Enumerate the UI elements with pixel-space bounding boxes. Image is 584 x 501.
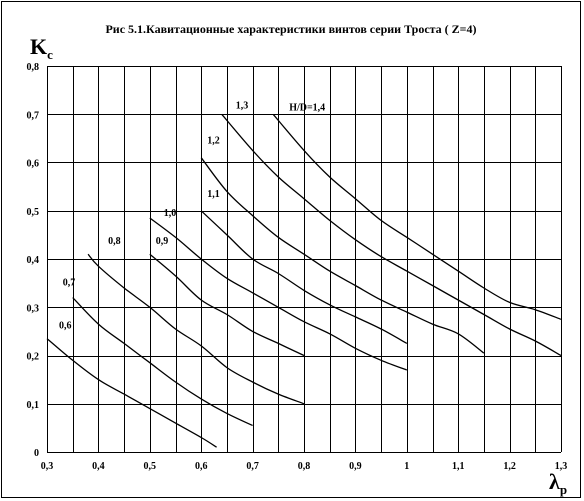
curve-labels: 0,6 0,7 0,8 0,9 1,0 1,1 1,2 1,3 H/D=1,4: [59, 100, 325, 331]
x-tick-label: 0,3: [41, 461, 54, 472]
curves: [46, 113, 562, 448]
y-tick-label: 0,4: [27, 255, 40, 266]
series-line: [46, 338, 217, 448]
series-label: 0,7: [63, 278, 75, 289]
x-axis-label: λp: [549, 469, 567, 497]
series-line: [72, 297, 253, 427]
series-line: [221, 113, 562, 357]
series-label: 1,2: [207, 136, 220, 147]
x-tick-label: 1,3: [555, 461, 568, 472]
series-line: [272, 113, 562, 320]
series-label: 0,8: [108, 236, 121, 247]
x-tick-label: 0,4: [92, 461, 105, 472]
series-label: H/D=1,4: [289, 102, 325, 113]
series-label: 1,1: [207, 189, 220, 200]
y-tick-label: 0: [34, 448, 39, 459]
y-tick-label: 0,7: [27, 110, 40, 121]
x-tick-label: 1: [404, 461, 409, 472]
y-tick-label: 0,6: [27, 159, 40, 170]
series-line: [149, 217, 408, 371]
series-line: [149, 253, 305, 357]
series-label: 1,3: [236, 100, 249, 111]
x-tick-label: 0,9: [349, 461, 362, 472]
y-axis-label: Kc: [30, 34, 53, 62]
chart-title: Рис 5.1.Кавитационные характеристики вин…: [105, 22, 476, 36]
y-tick-label: 0,8: [27, 62, 40, 73]
series-label: 0,6: [59, 321, 72, 332]
grid: [47, 66, 562, 453]
series-line: [87, 253, 305, 405]
x-tick-label: 0,7: [246, 461, 259, 472]
x-tick-label: 0,6: [195, 461, 208, 472]
series-label: 0,9: [156, 236, 169, 247]
x-tick-label: 0,5: [144, 461, 157, 472]
y-tick-label: 0,3: [27, 303, 40, 314]
y-tick-label: 0,1: [27, 400, 40, 411]
y-tick-labels: 0 0,1 0,2 0,3 0,4 0,5 0,6 0,7 0,8: [27, 62, 40, 459]
y-tick-label: 0,5: [27, 207, 40, 218]
y-tick-label: 0,2: [27, 352, 40, 363]
series-label: 1,0: [164, 208, 177, 219]
x-tick-label: 0,8: [298, 461, 311, 472]
series-line: [200, 210, 408, 344]
x-tick-labels: 0,3 0,4 0,5 0,6 0,7 0,8 0,9 1 1,1 1,2 1,3: [41, 461, 568, 472]
x-tick-label: 1,2: [503, 461, 516, 472]
series-line: [200, 157, 485, 354]
x-tick-label: 1,1: [452, 461, 465, 472]
